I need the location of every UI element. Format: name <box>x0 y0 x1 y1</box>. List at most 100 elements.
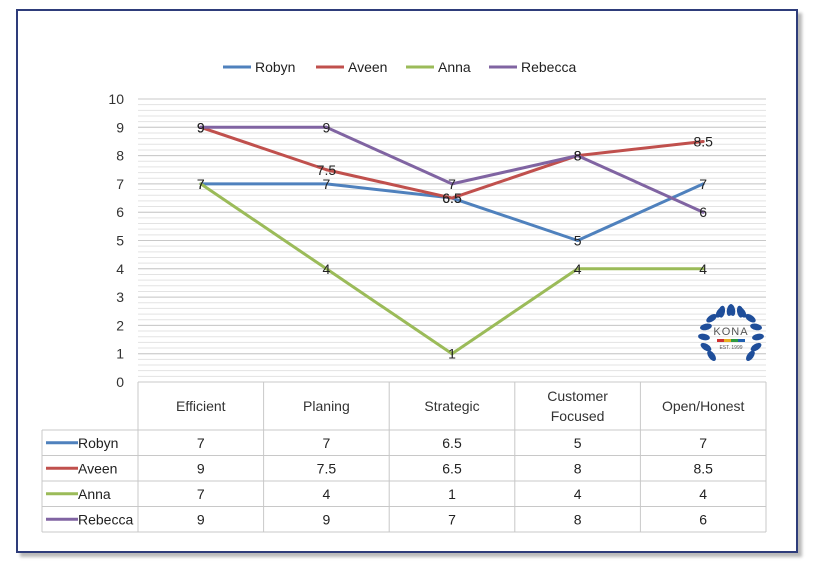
category-label: Customer <box>547 388 608 404</box>
y-axis: 0 1 2 3 4 5 6 7 8 9 10 <box>108 91 124 390</box>
laurel-leaf <box>745 313 756 323</box>
table-cell: 4 <box>323 486 331 502</box>
data-label: 1 <box>448 346 456 362</box>
laurel-leaf <box>698 333 710 341</box>
data-label: 8 <box>574 148 582 164</box>
laurel-leaf <box>706 313 717 323</box>
data-point <box>324 182 328 186</box>
table-series-name: Anna <box>78 486 111 502</box>
data-point <box>576 239 580 242</box>
data-point <box>701 267 705 271</box>
laurel-leaf <box>746 350 755 361</box>
table-cell: 7 <box>448 511 456 527</box>
data-point <box>324 125 328 129</box>
table-series-name: Aveen <box>78 460 117 476</box>
data-point <box>576 154 580 158</box>
data-label: 9 <box>197 119 205 135</box>
legend: Robyn Aveen Anna Rebecca <box>223 59 576 75</box>
gridlines <box>138 98 766 383</box>
data-label: 7 <box>699 176 707 192</box>
data-label: 4 <box>574 261 582 277</box>
data-label: 9 <box>197 119 205 135</box>
table-series-name: Rebecca <box>78 511 133 527</box>
data-label: 5 <box>574 233 582 249</box>
data-label: 4 <box>699 261 707 277</box>
laurel-leaf <box>736 305 744 318</box>
chart-frame <box>16 9 798 553</box>
data-label: 7.5 <box>317 162 337 178</box>
data-label: 8.5 <box>693 133 713 149</box>
data-point <box>701 139 705 143</box>
data-point <box>450 182 454 186</box>
laurel-leaf <box>700 323 712 331</box>
laurel-leaf <box>700 342 712 352</box>
data-point <box>199 182 203 186</box>
table-cell: 4 <box>699 486 707 502</box>
category-label: Open/Honest <box>662 398 745 414</box>
data-label: 6 <box>699 204 707 220</box>
table-cell: 9 <box>197 511 205 527</box>
data-point <box>199 125 203 129</box>
laurel-leaf <box>750 342 762 352</box>
y-tick-label: 9 <box>116 119 124 135</box>
table-cell: 1 <box>448 486 456 502</box>
data-label: 7 <box>448 176 456 192</box>
y-tick-label: 8 <box>116 148 124 164</box>
y-tick-label: 0 <box>116 374 124 390</box>
table-series-name: Robyn <box>78 435 118 451</box>
data-point <box>324 267 328 271</box>
laurel-leaf <box>752 333 764 341</box>
data-label: 4 <box>323 261 331 277</box>
data-label: 6.5 <box>442 190 462 206</box>
category-label: Planing <box>303 398 350 414</box>
table-cell: 8 <box>574 460 582 476</box>
data-label: 6.5 <box>442 190 462 206</box>
y-tick-label: 6 <box>116 204 124 220</box>
laurel-leaf <box>707 350 716 361</box>
logo-subtext: EST. 1999 <box>719 345 742 351</box>
data-point <box>324 168 328 172</box>
logo-text: KONA <box>713 326 748 338</box>
data-label: 7 <box>323 176 331 192</box>
table-cell: 6.5 <box>442 460 462 476</box>
laurel-leaf <box>715 307 725 318</box>
table-cell: 9 <box>323 511 331 527</box>
data-label: 8 <box>574 148 582 164</box>
table-cell: 8.5 <box>693 460 713 476</box>
laurel-leaf <box>750 323 762 331</box>
data-point <box>701 182 705 186</box>
category-label: Strategic <box>424 398 479 414</box>
y-tick-label: 1 <box>116 346 124 362</box>
table-cell: 7 <box>699 435 707 451</box>
y-tick-label: 7 <box>116 176 124 192</box>
legend-label-robyn: Robyn <box>255 59 295 75</box>
y-tick-label: 5 <box>116 233 124 249</box>
table-cell: 7 <box>323 435 331 451</box>
legend-label-aveen: Aveen <box>348 59 387 75</box>
category-label: Focused <box>551 408 605 424</box>
table-cell: 7.5 <box>317 460 337 476</box>
table-cell: 6 <box>699 511 707 527</box>
table-cell: 8 <box>574 511 582 527</box>
y-tick-label: 10 <box>108 91 124 107</box>
table-cell: 6.5 <box>442 435 462 451</box>
y-tick-label: 3 <box>116 289 124 305</box>
table-cell: 4 <box>574 486 582 502</box>
data-point <box>701 210 705 214</box>
table-cell: 7 <box>197 435 205 451</box>
kona-logo: KONA EST. 1999 <box>698 304 764 361</box>
legend-label-anna: Anna <box>438 59 471 75</box>
data-table: Efficient Planing Strategic Customer Focused… <box>41 381 767 533</box>
logo-color-bar <box>724 339 731 342</box>
logo-color-bar <box>717 339 724 342</box>
y-tick-label: 4 <box>116 261 124 277</box>
y-tick-label: 2 <box>116 317 124 333</box>
series-lines <box>199 125 705 356</box>
table-cell: 9 <box>197 460 205 476</box>
table-cell: 5 <box>574 435 582 451</box>
category-label: Efficient <box>176 398 226 414</box>
table-cell: 7 <box>197 486 205 502</box>
data-label: 7 <box>197 176 205 192</box>
